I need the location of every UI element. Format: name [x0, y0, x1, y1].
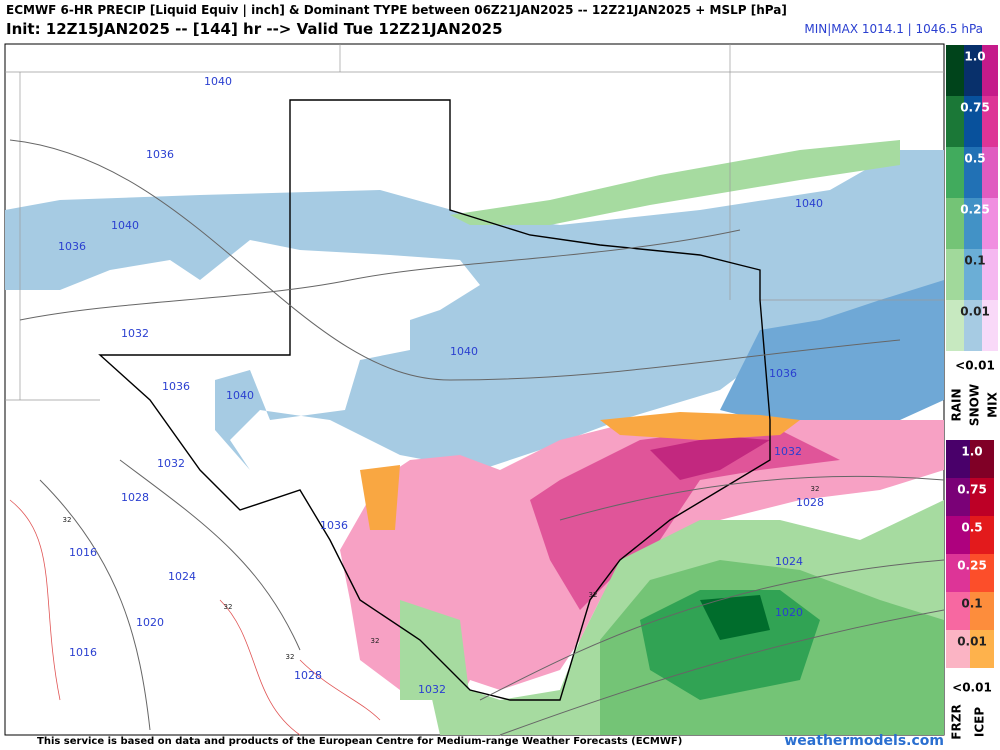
freezing-label: 32: [224, 603, 233, 611]
legend-swatch: [946, 478, 970, 516]
legend-swatch: [964, 147, 982, 198]
legend-swatch: [946, 516, 970, 554]
freezing-label: 32: [286, 653, 295, 661]
isobar-label: 1028: [121, 491, 149, 504]
isobar-label: 1040: [450, 345, 478, 358]
footer-credit: This service is based on data and produc…: [37, 736, 682, 747]
legend-type: ICEP: [973, 707, 987, 737]
isobar-label: 1024: [775, 555, 803, 568]
isobar-label: 1016: [69, 546, 97, 559]
legend-label: <0.01: [952, 681, 992, 695]
isobar-label: 1040: [795, 197, 823, 210]
isobar-label: 1036: [320, 519, 348, 532]
min-max: MIN|MAX 1014.1 | 1046.5 hPa: [804, 22, 983, 36]
legend-swatch: [946, 45, 964, 96]
legend-swatch: [964, 198, 982, 249]
legend-swatch: [946, 554, 970, 592]
isobar-label: 1040: [204, 75, 232, 88]
isobar-label: 1040: [226, 389, 254, 402]
legend-label: 0.01: [960, 305, 990, 319]
legend-swatch: [946, 147, 964, 198]
legend-swatch: [982, 96, 998, 147]
legend-swatch: [946, 440, 970, 478]
legend-swatch: [964, 300, 982, 351]
legend-swatch: [970, 440, 994, 478]
isobar-label: 1036: [58, 240, 86, 253]
legend-label: 0.5: [961, 521, 982, 535]
legend-label: 0.01: [957, 635, 987, 649]
legend-swatch: [970, 478, 994, 516]
legend-type: MIX: [986, 391, 1000, 417]
isobar-label: 1016: [69, 646, 97, 659]
legend-label: 1.0: [961, 445, 982, 459]
isobar-label: 1020: [136, 616, 164, 629]
legend-swatch: [946, 198, 964, 249]
legend-swatch: [982, 147, 998, 198]
freezing-label: 32: [589, 591, 598, 599]
footer-site: weathermodels.com: [784, 733, 944, 749]
freezing-label: 32: [371, 637, 380, 645]
legend-swatch: [982, 198, 998, 249]
isobar-label: 1024: [168, 570, 196, 583]
isobar-label: 1036: [769, 367, 797, 380]
legend-swatch: [964, 45, 982, 96]
legend-label: 0.25: [960, 203, 990, 217]
map: [4, 43, 945, 736]
header-line2: Init: 12Z15JAN2025 -- [144] hr --> Valid…: [6, 20, 503, 38]
header-line1: ECMWF 6-HR PRECIP [Liquid Equiv | inch] …: [6, 3, 787, 17]
legend-top: 1.0 0.75 0.5 0.25 0.1 0.01 <0.01 RAIN SNOW MI…: [946, 45, 1000, 426]
legend-label: 0.5: [964, 152, 985, 166]
isobar-label: 1036: [146, 148, 174, 161]
legend-label: 1.0: [964, 50, 985, 64]
freezing-label: 32: [811, 485, 820, 493]
legend-label: 0.75: [957, 483, 987, 497]
legend-swatch: [946, 249, 964, 300]
legend-swatch: [946, 630, 970, 668]
isobar-label: 1032: [774, 445, 802, 458]
isobar-label: 1032: [121, 327, 149, 340]
legend-label: <0.01: [955, 359, 995, 373]
legend-swatch: [964, 249, 982, 300]
isobar-label: 1036: [162, 380, 190, 393]
isobar-label: 1028: [294, 669, 322, 682]
legend-label: 0.1: [964, 254, 985, 268]
isobar-label: 1020: [775, 606, 803, 619]
legend-label: 0.1: [961, 597, 982, 611]
legend-swatch: [946, 592, 970, 630]
legend-swatch: [982, 45, 998, 96]
isobar-label: 1032: [418, 683, 446, 696]
legend-label: 0.75: [960, 101, 990, 115]
freezing-label: 32: [63, 516, 72, 524]
isobar-label: 1040: [111, 219, 139, 232]
legend-swatch: [964, 96, 982, 147]
legend-bottom: 1.0 0.75 0.5 0.25 0.1 0.01 <0.01 FRZR ICEP: [946, 440, 994, 740]
legend-label: 0.25: [957, 559, 987, 573]
isobar-label: 1032: [157, 457, 185, 470]
legend-type: RAIN: [950, 388, 964, 421]
legend-swatch: [970, 592, 994, 630]
legend-swatch: [946, 96, 964, 147]
legend-swatch: [970, 554, 994, 592]
isobar-label: 1028: [796, 496, 824, 509]
legend-swatch: [982, 300, 998, 351]
legend-swatch: [970, 630, 994, 668]
legend-swatch: [982, 249, 998, 300]
legend-swatch: [970, 516, 994, 554]
legend-type: SNOW: [968, 384, 982, 426]
isobar-labels: 1040 1036 1040 1036 1032 1036 1040 1040 …: [58, 75, 824, 696]
legend-type: FRZR: [950, 704, 964, 739]
legend-swatch: [946, 300, 964, 351]
